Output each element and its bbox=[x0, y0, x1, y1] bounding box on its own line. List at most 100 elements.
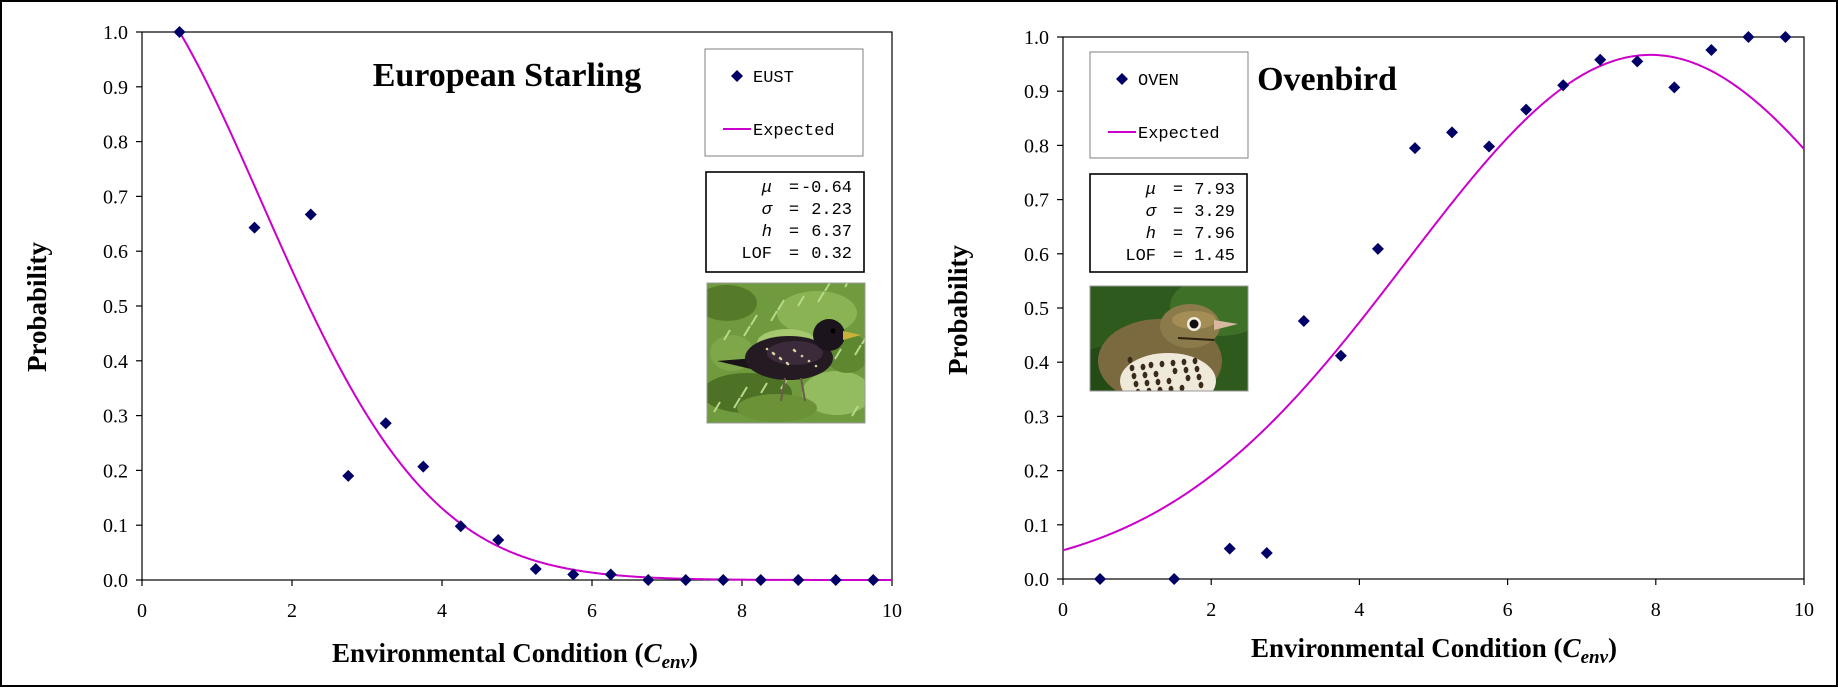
y-tick-label: 0.6 bbox=[1024, 244, 1049, 266]
data-point bbox=[1520, 103, 1533, 116]
y-tick-label: 0.1 bbox=[103, 515, 128, 537]
stat-value: 0.32 bbox=[811, 245, 852, 264]
data-point bbox=[1668, 81, 1681, 94]
chart-title: Ovenbird bbox=[1257, 61, 1397, 98]
y-axis-label: Probability bbox=[22, 241, 52, 372]
x-tick-label: 2 bbox=[1206, 599, 1216, 621]
x-tick-label: 4 bbox=[437, 600, 447, 622]
y-tick-label: 0.5 bbox=[1024, 298, 1049, 320]
stat-symbol: σ bbox=[1146, 203, 1158, 222]
data-point bbox=[1483, 140, 1496, 153]
y-tick-label: 0.8 bbox=[1024, 135, 1049, 157]
stat-symbol: LOF bbox=[1125, 247, 1156, 266]
data-point bbox=[492, 533, 505, 546]
stat-equals: = bbox=[1173, 181, 1183, 200]
y-tick-label: 0.0 bbox=[1024, 569, 1049, 591]
data-point bbox=[1631, 55, 1644, 68]
photo-border bbox=[1089, 285, 1249, 392]
x-tick-label: 10 bbox=[882, 600, 902, 622]
legend-series-label: OVEN bbox=[1138, 72, 1179, 91]
data-point bbox=[1094, 573, 1107, 585]
data-point bbox=[1742, 31, 1755, 43]
y-axis-label: Probability bbox=[943, 244, 973, 375]
legend-curve-label: Expected bbox=[753, 122, 835, 141]
y-tick-label: 0.6 bbox=[103, 241, 128, 263]
x-tick-label: 2 bbox=[287, 600, 297, 622]
stat-equals: = bbox=[789, 223, 799, 242]
stat-symbol: μ bbox=[1145, 181, 1156, 200]
data-point bbox=[1557, 79, 1570, 92]
stat-equals: = bbox=[1173, 225, 1183, 244]
expected-curve-line bbox=[1062, 53, 1805, 552]
ovenbird-photo bbox=[1089, 285, 1249, 392]
data-point bbox=[379, 417, 392, 430]
legend-curve-label: Expected bbox=[1138, 125, 1220, 144]
y-tick-label: 0.1 bbox=[1024, 515, 1049, 537]
ovenbird-photo-content bbox=[1090, 286, 1248, 391]
legend-series-label: EUST bbox=[753, 69, 794, 88]
stat-value: 1.45 bbox=[1194, 247, 1235, 266]
y-tick-label: 0.4 bbox=[1024, 352, 1049, 374]
y-tick-label: 0.8 bbox=[103, 132, 128, 154]
y-tick-label: 0.7 bbox=[103, 186, 128, 208]
y-tick-label: 0.9 bbox=[1024, 81, 1049, 103]
data-point bbox=[1705, 44, 1718, 57]
stat-value: 3.29 bbox=[1194, 203, 1235, 222]
data-point bbox=[304, 208, 317, 221]
y-tick-label: 0.2 bbox=[1024, 461, 1049, 483]
stat-equals: = bbox=[789, 245, 799, 264]
data-point bbox=[248, 221, 261, 234]
data-point bbox=[1223, 542, 1236, 555]
starling-photo-content bbox=[707, 283, 865, 423]
data-point bbox=[1594, 53, 1607, 66]
chart-title: European Starling bbox=[373, 57, 642, 94]
legend-box bbox=[1089, 51, 1249, 159]
data-point bbox=[829, 574, 842, 586]
data-point bbox=[867, 574, 880, 586]
x-tick-label: 10 bbox=[1794, 599, 1814, 621]
stat-symbol: h bbox=[762, 223, 772, 242]
data-point bbox=[1168, 573, 1181, 585]
x-tick-label: 6 bbox=[587, 600, 597, 622]
expected-curve-line bbox=[178, 31, 892, 581]
data-point bbox=[679, 574, 692, 586]
data-point bbox=[1371, 242, 1384, 255]
x-tick-label: 0 bbox=[1058, 599, 1068, 621]
x-tick-label: 8 bbox=[1651, 599, 1661, 621]
legend-marker bbox=[731, 70, 743, 82]
data-point bbox=[1779, 31, 1792, 43]
y-tick-label: 0.5 bbox=[103, 296, 128, 318]
y-tick-label: 1.0 bbox=[1024, 27, 1049, 49]
data-point bbox=[342, 469, 355, 482]
data-point bbox=[604, 568, 617, 581]
data-point bbox=[754, 574, 767, 586]
data-point bbox=[454, 520, 467, 533]
data-point bbox=[1297, 315, 1310, 328]
data-point bbox=[1446, 126, 1459, 139]
stat-symbol: σ bbox=[762, 201, 774, 220]
stat-symbol: μ bbox=[761, 179, 772, 198]
y-tick-label: 0.4 bbox=[103, 351, 128, 373]
chart-panel-1: 0.0 0.1 0.2 0.3 0.4 0.5 0.6 0.7 0.8 0.9 1.0 0 2 4 6 8 10… bbox=[22, 22, 902, 673]
stat-equals: = bbox=[789, 179, 799, 198]
legend-marker bbox=[1116, 73, 1128, 85]
x-tick-label: 4 bbox=[1354, 599, 1364, 621]
stat-value: 7.93 bbox=[1194, 181, 1235, 200]
stat-equals: = bbox=[1173, 247, 1183, 266]
stat-symbol: h bbox=[1146, 225, 1156, 244]
data-point bbox=[717, 574, 730, 586]
stats-box bbox=[1089, 173, 1248, 273]
data-point bbox=[417, 460, 430, 473]
data-point bbox=[173, 26, 186, 38]
x-tick-label: 6 bbox=[1503, 599, 1513, 621]
x-axis-label: Environmental Condition (Cenv) bbox=[332, 638, 698, 673]
legend-box bbox=[704, 48, 864, 157]
x-tick-label: 8 bbox=[737, 600, 747, 622]
y-tick-label: 0.3 bbox=[103, 406, 128, 428]
stat-value: -0.64 bbox=[801, 179, 852, 198]
y-tick-label: 0.9 bbox=[103, 77, 128, 99]
data-point bbox=[529, 563, 542, 576]
x-tick-label: 0 bbox=[137, 600, 147, 622]
